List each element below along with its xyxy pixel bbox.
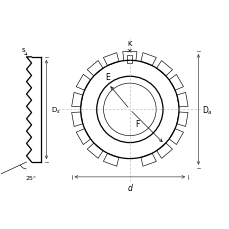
Text: D$_a$: D$_a$ xyxy=(201,104,212,116)
Text: 25°: 25° xyxy=(25,175,36,180)
Text: E: E xyxy=(105,72,109,81)
Text: K: K xyxy=(127,41,131,47)
Text: s: s xyxy=(22,47,25,53)
Text: d: d xyxy=(127,183,132,192)
Text: D$_s$: D$_s$ xyxy=(50,105,60,115)
Text: F: F xyxy=(135,119,139,128)
